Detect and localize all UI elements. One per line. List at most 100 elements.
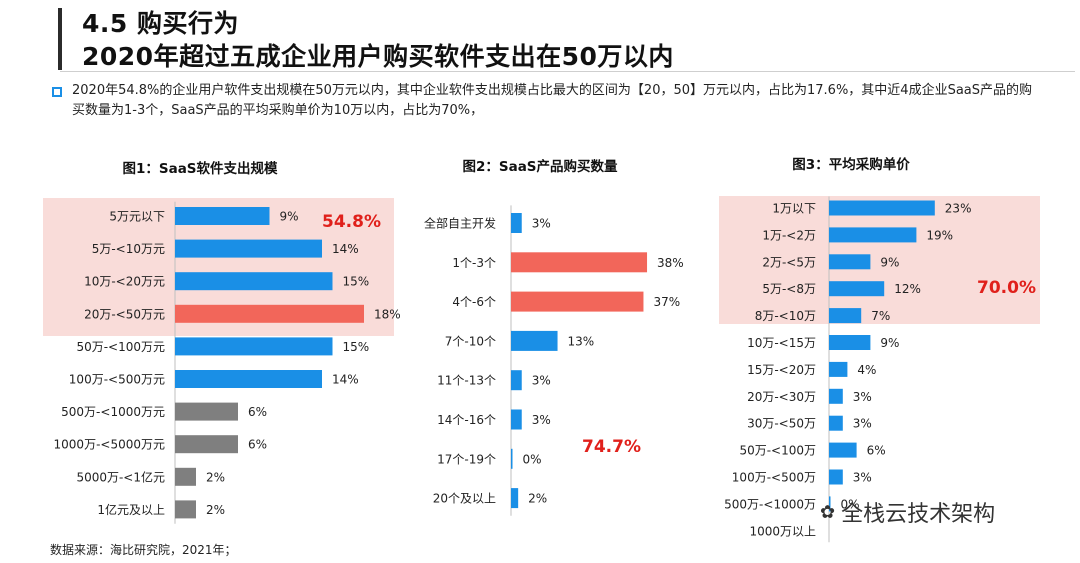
chart1-bar	[175, 207, 270, 225]
chart3-bar	[829, 227, 917, 243]
chart3-category-label: 8万-<10万	[755, 309, 816, 323]
chart1-bar	[175, 467, 196, 486]
chart3-bar	[829, 361, 848, 377]
chart3-highlight-band	[719, 196, 1040, 324]
chart3-value-label: 0%	[841, 497, 860, 511]
chart1-bar	[175, 500, 196, 519]
chart1-bar	[175, 239, 322, 258]
chart1-value-label: 6%	[248, 438, 267, 452]
chart3-bar	[829, 415, 843, 431]
chart2-bar	[511, 370, 522, 391]
chart1-bar	[175, 272, 333, 291]
chart1-value-label: 15%	[343, 275, 370, 289]
chart3-value-label: 3%	[853, 471, 872, 485]
chart3-annotation: 70.0%	[977, 278, 1036, 298]
title-accent-bar	[58, 8, 62, 70]
chart1-category-label: 5000万-<1亿元	[76, 469, 165, 484]
title-divider	[60, 71, 1075, 72]
chart3-value-label: 4%	[857, 363, 876, 377]
chart2-category-label: 17个-19个	[437, 452, 496, 466]
chart3-category-label: 2万-<5万	[762, 255, 816, 269]
chart2-bar	[511, 252, 648, 273]
data-source: 数据来源：海比研究院，2021年；	[50, 543, 237, 557]
chart2-value-label: 13%	[568, 334, 595, 348]
chart3-bar	[829, 281, 885, 297]
chart3-category-label: 100万-<500万	[732, 471, 816, 485]
chart1-category-label: 20万-<50万元	[84, 307, 165, 321]
chart3-value-label: 3%	[853, 390, 872, 404]
chart1-category-label: 10万-<20万元	[84, 275, 165, 289]
chart1-value-label: 6%	[248, 405, 267, 419]
chart2-value-label: 37%	[653, 295, 680, 309]
chart2-category-label: 20个及以上	[433, 492, 496, 506]
chart1-bar	[175, 435, 238, 454]
chart2-bar	[511, 409, 522, 430]
chart2-bar	[511, 213, 522, 233]
chart3-category-label: 15万-<20万	[747, 363, 816, 377]
chart3-value-label: 7%	[871, 309, 890, 323]
chart3-category-label: 500万-<1000万	[724, 497, 816, 511]
chart1-category-label: 1亿元及以上	[97, 502, 165, 517]
chart2-bar	[511, 330, 558, 351]
chart2-category-label: 11个-13个	[437, 374, 496, 388]
chart1-annotation: 54.8%	[322, 212, 381, 232]
chart3-bar	[829, 496, 831, 512]
chart3-value-label: 3%	[853, 417, 872, 431]
chart1-category-label: 500万-<1000万元	[61, 405, 165, 419]
wechat-icon: ✿	[820, 501, 836, 523]
chart1-value-label: 14%	[332, 242, 359, 256]
chart3-category-label: 30万-<50万	[747, 417, 816, 431]
bullet-square-icon	[52, 87, 62, 97]
chart3-bar	[829, 442, 857, 458]
chart3-category-label: 20万-<30万	[747, 390, 816, 404]
chart3-value-label: 6%	[867, 444, 886, 458]
chart3-bar	[829, 469, 843, 485]
chart2-value-label: 2%	[528, 492, 547, 506]
summary-text: 2020年54.8%的企业用户软件支出规模在50万元以内，其中企业软件支出规模占…	[72, 83, 1033, 118]
chart2-category-label: 4个-6个	[452, 295, 496, 309]
chart3-value-label: 9%	[880, 336, 899, 350]
chart2-value-label: 3%	[532, 217, 551, 231]
chart3-bar	[829, 308, 862, 324]
chart3-category-label: 50万-<100万	[739, 444, 816, 458]
chart2-annotation: 74.7%	[582, 437, 641, 457]
chart3-value-label: 12%	[894, 282, 921, 296]
watermark: ✿ 全栈云技术架构	[820, 496, 995, 528]
chart3-bar	[829, 335, 871, 350]
chart2-category-label: 1个-3个	[452, 256, 496, 270]
chart1-value-label: 9%	[280, 210, 299, 224]
chart2-category-label: 全部自主开发	[424, 216, 496, 231]
watermark-text: 全栈云技术架构	[841, 502, 996, 527]
section-title: 4.5 购买行为	[82, 9, 239, 38]
chart3-category-label: 1000万以上	[749, 524, 816, 538]
chart1-value-label: 14%	[332, 373, 359, 387]
chart3-category-label: 1万以下	[772, 202, 816, 216]
chart2-value-label: 38%	[657, 256, 684, 270]
chart3-bar	[829, 200, 935, 216]
chart3-value-label: 23%	[945, 202, 972, 216]
chart3-bar	[829, 254, 871, 270]
chart1-category-label: 5万元以下	[109, 210, 165, 224]
chart3-bar	[829, 388, 843, 404]
chart3-title: 图3：平均采购单价	[792, 156, 910, 173]
chart1-bar	[175, 370, 322, 388]
chart1-category-label: 100万-<500万元	[69, 373, 165, 387]
chart1-value-label: 2%	[206, 503, 225, 517]
chart2-value-label: 3%	[532, 413, 551, 427]
chart1-value-label: 18%	[374, 307, 401, 321]
chart2-value-label: 0%	[523, 452, 542, 466]
chart1-value-label: 15%	[343, 340, 370, 354]
chart2-bar	[511, 448, 513, 469]
chart2-title: 图2：SaaS产品购买数量	[462, 158, 618, 175]
chart2-category-label: 7个-10个	[445, 334, 496, 348]
chart3-category-label: 5万-<8万	[762, 282, 816, 296]
chart2-bar	[511, 291, 644, 312]
page-title: 2020年超过五成企业用户购买软件支出在50万以内	[82, 42, 674, 71]
chart1-value-label: 2%	[206, 470, 225, 484]
chart3-category-label: 1万-<2万	[762, 228, 816, 242]
chart2-value-label: 3%	[532, 374, 551, 388]
chart1-bar	[175, 337, 333, 356]
chart3-category-label: 10万-<15万	[747, 336, 816, 350]
chart1-category-label: 5万-<10万元	[92, 242, 165, 256]
